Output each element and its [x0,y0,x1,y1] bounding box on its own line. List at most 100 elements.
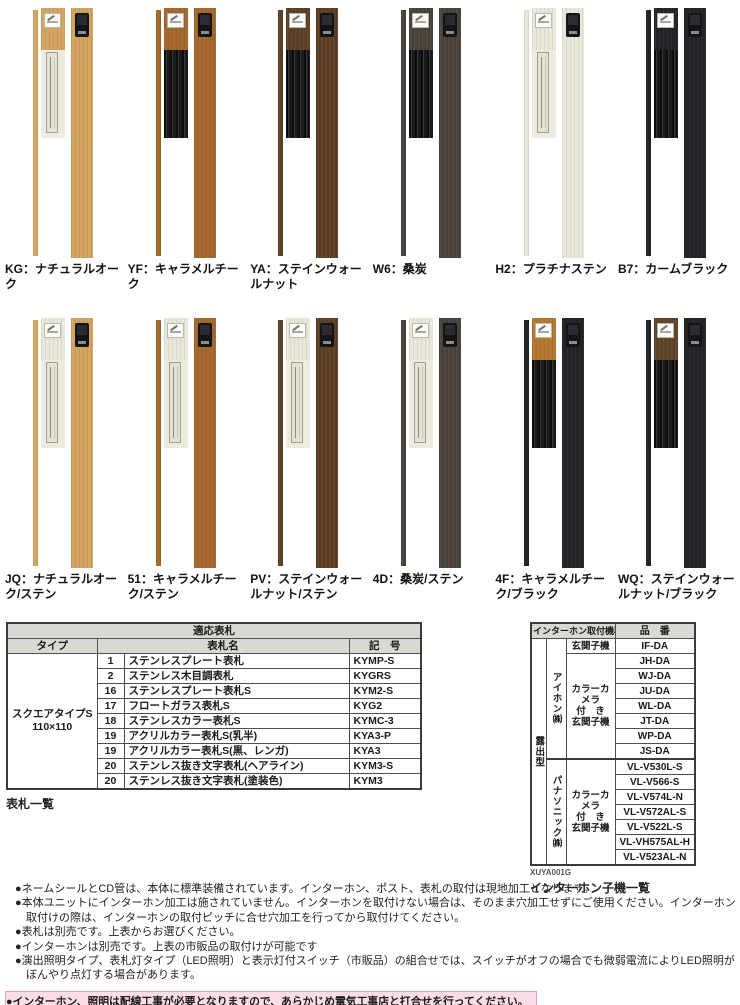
nameplate-section [286,318,311,360]
model-number: VL-V566-S [614,774,696,790]
nameplate-icon [534,323,552,338]
model-number: IF-DA [614,638,696,654]
brand-cell: パナソニック㈱ [545,758,567,866]
nameplate-icon [166,13,184,28]
footnote: ●本体ユニットにインターホン加工は施されていません。インターホンを取付けない場合… [15,897,736,924]
stainless-panel-section [286,360,311,448]
unit-type-cell: 玄関子機 [565,638,616,654]
col-header-code: 記 号 [348,638,422,654]
front-unit [531,8,556,138]
main-pillar [71,8,94,258]
nameplate-row: 19 アクリルカラー表札S(黒、レンガ) KYA3 [7,743,422,759]
louver-section [409,50,434,138]
model-number: JH-DA [614,653,696,669]
color-variations-row-2: JQ：ナチュラルオーク/ステン 51：キャラメルチーク/ステン PV：ステインウォー… [2,318,738,602]
main-pillar [193,8,216,258]
nameplate-row: 2 ステンレス木目調表札 KYGRS [7,668,422,684]
main-pillar [439,8,462,258]
nameplate-row: 19 アクリルカラー表札S(乳半) KYA3-P [7,728,422,744]
nameplate-name: ステンレスプレート表札 [123,653,350,669]
side-strip [33,10,39,256]
stainless-panel-section [409,360,434,448]
product-post-image [646,318,707,568]
color-code-label: 51：キャラメルチーク/ステン [127,572,237,601]
nameplate-icon [289,13,307,28]
side-strip [646,320,652,566]
item-number: 16 [96,683,125,699]
front-unit [409,318,434,448]
louver-section [654,50,679,138]
front-unit [163,318,188,448]
side-strip [401,10,407,256]
nameplate-icon [289,323,307,338]
swatch-4D: 4D：桑炭/ステン [370,318,493,602]
panel-handle-bar [414,362,427,443]
model-number: VL-VH575AL-H [614,834,696,850]
unit-type-cell: カラーカメラ付 き玄関子機 [565,653,616,760]
nameplate-table-title: 適応表札 [6,622,422,639]
louver-section [286,50,311,138]
nameplate-section [163,8,188,50]
color-code-label: KG：ナチュラルオーク [5,262,120,291]
swatch-YA: YA：ステインウォールナット [247,8,370,292]
intercom-icon [565,13,580,37]
color-code-label: H2：プラチナステン [495,262,607,276]
swatch-KG: KG：ナチュラルオーク [2,8,125,292]
nameplate-table-section: 適応表札 タイプ 表札名記 号スクエアタイプS 110×110 1 ステンレスプレート表札… [6,622,422,812]
panel-handle-bar [168,362,181,443]
front-unit [163,8,188,138]
front-unit [654,318,679,448]
unit-type-cell: カラーカメラ付 き玄関子機 [565,758,616,866]
intercom-table-title: インターホン取付機種 [530,622,616,639]
nameplate-section [41,8,66,50]
product-post-image [33,8,94,258]
panel-handle-bar [46,362,59,443]
model-number: JU-DA [614,683,696,699]
swatch-PV: PV：ステインウォールナット/ステン [247,318,370,602]
nameplate-name: アクリルカラー表札S(乳半) [123,728,350,744]
nameplate-name: フロートガラス表札S [123,698,350,714]
swatch-51: 51：キャラメルチーク/ステン [125,318,248,602]
item-number: 20 [96,758,125,774]
main-pillar [71,318,94,568]
panel-handle-bar [536,52,549,133]
mount-type-cell: 露出型 [530,638,547,866]
product-post-image [401,318,462,568]
nameplate-section [286,8,311,50]
louver-section [654,360,679,448]
intercom-icon [197,323,212,347]
color-code-label: 4D：桑炭/ステン [372,572,464,586]
side-strip [278,10,284,256]
main-pillar [439,318,462,568]
item-number: 19 [96,728,125,744]
color-code-label: 4F：キャラメルチーク/ブラック [495,572,606,601]
figure-code: XUYA001G [530,868,572,877]
nameplate-name: ステンレスプレート表札S [123,683,350,699]
intercom-icon [320,323,335,347]
nameplate-icon [412,13,430,28]
swatch-WQ: WQ：ステインウォールナット/ブラック [615,318,738,602]
nameplate-section [163,318,188,360]
louver-section [163,50,188,138]
footnote: ●ネームシールとCD管は、本体に標準装備されています。インターホン、ポスト、表札… [15,883,595,895]
front-unit [41,318,66,448]
color-code-label: PV：ステインウォールナット/ステン [250,572,363,601]
model-number: VL-V574L-N [614,789,696,805]
color-code-label: B7：カームブラック [617,262,729,276]
front-unit [41,8,66,138]
nameplate-section [41,318,66,360]
main-pillar [316,318,339,568]
main-pillar [316,8,339,258]
nameplate-section [654,8,679,50]
color-code-label: WQ：ステインウォールナット/ブラック [617,572,735,601]
product-post-image [401,8,462,258]
model-number: WP-DA [614,728,696,744]
stainless-panel-section [531,50,556,138]
side-strip [401,320,407,566]
panel-handle-bar [46,52,59,133]
intercom-icon [197,13,212,37]
item-number: 2 [96,668,125,684]
item-number: 18 [96,713,125,729]
main-pillar [684,318,707,568]
